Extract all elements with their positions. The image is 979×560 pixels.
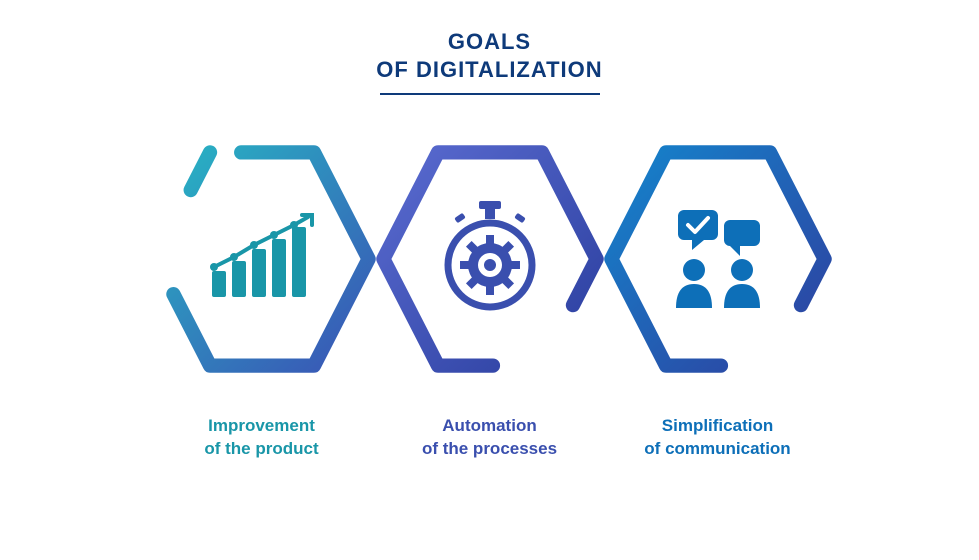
- caption-line: of the processes: [360, 438, 620, 461]
- caption-line: Automation: [360, 415, 620, 438]
- caption-simplification: Simplification of communication: [588, 415, 848, 461]
- caption-automation: Automation of the processes: [360, 415, 620, 461]
- caption-line: Improvement: [132, 415, 392, 438]
- title-underline: [380, 93, 600, 95]
- caption-line: Simplification: [588, 415, 848, 438]
- chart-up-icon: [206, 209, 318, 309]
- hex-simplification: [588, 129, 848, 389]
- page-title: GOALS OF DIGITALIZATION: [0, 0, 979, 95]
- stopwatch-gear-icon: [435, 199, 545, 319]
- title-line-2: OF DIGITALIZATION: [0, 56, 979, 84]
- hex-automation: [360, 129, 620, 389]
- hexagon-row: [0, 129, 979, 389]
- people-chat-icon: [658, 204, 778, 314]
- caption-line: of communication: [588, 438, 848, 461]
- hex-improvement: [132, 129, 392, 389]
- caption-improvement: Improvement of the product: [132, 415, 392, 461]
- title-line-1: GOALS: [0, 28, 979, 56]
- captions-row: Improvement of the product Automation of…: [0, 415, 979, 461]
- caption-line: of the product: [132, 438, 392, 461]
